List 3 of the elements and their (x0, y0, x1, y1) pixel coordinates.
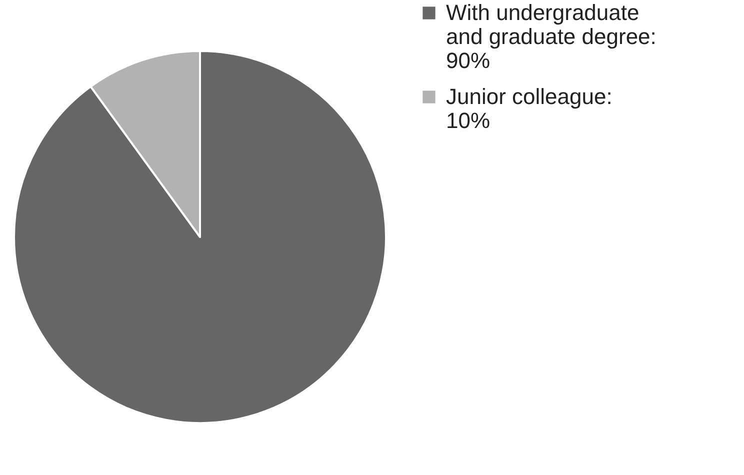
pie-slice (13, 50, 387, 424)
legend-label: Junior colleague: 10% (446, 84, 612, 133)
legend-label: With undergraduate and graduate degree: 90% (446, 0, 656, 73)
